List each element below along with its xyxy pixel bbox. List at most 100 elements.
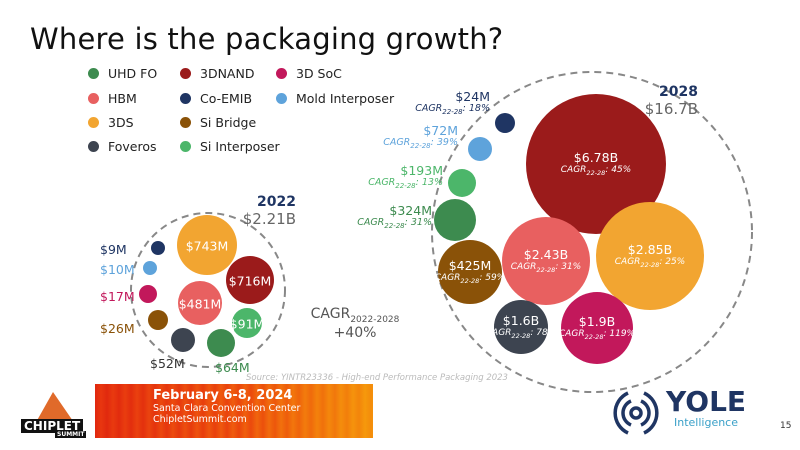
cagr-prefix: CAGR xyxy=(510,262,537,273)
event-url: ChipletSummit.com xyxy=(153,414,247,425)
cagr-period: 22-28 xyxy=(584,333,604,341)
cagr-prefix: CAGR xyxy=(560,165,587,176)
cagr-value: 13% xyxy=(421,177,443,189)
label-2022-3d-soc: $17M xyxy=(100,287,135,305)
bubble-2028-hbm xyxy=(502,217,590,305)
value-2022: $26M xyxy=(100,321,135,336)
cagr-prefix: CAGR xyxy=(383,137,411,149)
value-2028: $24M xyxy=(455,89,490,104)
bubble-2022-uhd-fo xyxy=(207,329,235,357)
slide-title: Where is the packaging growth? xyxy=(30,22,504,56)
legend-swatch xyxy=(88,93,99,104)
cagr-prefix: CAGR xyxy=(614,257,641,268)
overall-cagr: CAGR2022-2028 +40% xyxy=(310,306,400,341)
label-2028-foveros: $1.6B CAGR22-28: 78% xyxy=(485,313,557,340)
legend-label: HBM xyxy=(108,91,137,106)
legend-label: Foveros xyxy=(108,139,157,154)
value-2028: $2.85B xyxy=(627,242,673,258)
total-2022: $2.21B xyxy=(242,210,296,228)
group-2028-outline xyxy=(431,71,753,393)
cagr-period: 22-28 xyxy=(384,222,405,231)
value-2028: $72M xyxy=(423,123,458,138)
year-2028-label: 2028 xyxy=(659,84,698,100)
legend-label: 3DS xyxy=(108,115,134,130)
cagr-period: 22-28 xyxy=(460,277,480,285)
cagr-period: 22-28 xyxy=(511,332,531,340)
bubble-2022-3d-soc xyxy=(139,285,157,303)
legend-swatch xyxy=(276,68,287,79)
legend-item: Si Interposer xyxy=(180,139,280,154)
cagr-prefix: CAGR xyxy=(434,273,461,284)
yole-rings-icon xyxy=(613,391,659,435)
bubble-2022-foveros xyxy=(171,328,195,352)
label-2028-si-interposer: $193M CAGR22-28: 13% xyxy=(355,163,443,191)
legend-swatch xyxy=(88,68,99,79)
legend-label: Co-EMIB xyxy=(200,91,253,106)
label-2028-3dnand: $6.78B CAGR22-28: 45% xyxy=(560,150,632,177)
legend-swatch xyxy=(180,93,191,104)
value-2022: $64M xyxy=(215,360,250,375)
legend-item: 3DNAND xyxy=(180,66,254,81)
group-2022-outline xyxy=(130,212,286,368)
legend-swatch xyxy=(180,141,191,152)
yole-logo: YOLE Intelligence xyxy=(608,385,746,445)
cagr-prefix: CAGR xyxy=(368,177,396,189)
legend-swatch xyxy=(276,93,287,104)
label-2022-uhd-fo: $64M xyxy=(215,358,250,376)
label-2022-si-bridge: $26M xyxy=(100,319,135,337)
source-note: Source: YINTR23336 - High-end Performanc… xyxy=(246,373,508,383)
cagr-value: 119% xyxy=(609,329,636,340)
value-2028: $6.78B xyxy=(573,150,619,166)
bubble-2022-mold-interposer xyxy=(143,261,157,275)
value-2028: $324M xyxy=(389,203,432,218)
page-number: 15 xyxy=(780,421,792,431)
label-2028-hbm: $2.43B CAGR22-28: 31% xyxy=(510,247,582,274)
cagr-period: 22-28 xyxy=(410,142,431,151)
cagr-value: 18% xyxy=(468,103,490,115)
value-2022: $91M xyxy=(229,316,265,332)
yole-name: YOLE xyxy=(666,385,747,418)
label-2028-3ds: $2.85B CAGR22-28: 25% xyxy=(614,242,686,269)
legend-label: Si Bridge xyxy=(200,115,257,130)
value-2028: $425M xyxy=(448,258,492,274)
label-2022-co-emib: $9M xyxy=(100,240,127,258)
cagr-prefix: CAGR xyxy=(357,217,385,229)
cagr-prefix: CAGR xyxy=(415,103,443,115)
value-2028: $193M xyxy=(400,163,443,178)
bubble-2028-3ds xyxy=(596,202,704,310)
cagr-prefix: CAGR xyxy=(558,329,585,340)
bubble-2022-hbm xyxy=(178,281,222,325)
label-2028-si-bridge: $425M CAGR22-28: 59% xyxy=(434,258,506,285)
chiplet-summit-logo: CHIPLET SUMMIT xyxy=(15,392,95,438)
event-date: February 6-8, 2024 xyxy=(153,388,293,403)
legend-item: Si Bridge xyxy=(180,115,256,130)
cagr-value: 39% xyxy=(436,137,458,149)
label-2022-hbm: $481M xyxy=(179,293,222,312)
legend-label: 3D SoC xyxy=(296,66,342,81)
event-venue: Santa Clara Convention Center xyxy=(153,403,301,414)
event-banner: February 6-8, 2024 Santa Clara Conventio… xyxy=(95,384,373,438)
value-2028: $1.9B xyxy=(578,314,616,330)
legend-swatch xyxy=(88,141,99,152)
value-2022: $743M xyxy=(185,238,229,254)
cagr-period: 22-28 xyxy=(586,169,606,177)
cagr-period: 22-28 xyxy=(395,182,416,191)
label-2028-mold-interposer: $72M CAGR22-28: 39% xyxy=(370,123,458,151)
legend-label: Si Interposer xyxy=(200,139,280,154)
chiplet-logo-sub: SUMMIT xyxy=(55,431,87,438)
label-2022-3ds: $743M xyxy=(186,235,229,254)
cagr-value: 78% xyxy=(536,328,557,339)
value-2022: $481M xyxy=(178,296,222,312)
cagr-value: 25% xyxy=(665,257,686,268)
label-2028-uhd-fo: $324M CAGR22-28: 31% xyxy=(350,203,432,231)
overall-cagr-period: 2022-2028 xyxy=(350,314,400,325)
value-2028: $2.43B xyxy=(523,247,569,263)
total-2028: $16.7B xyxy=(644,100,698,118)
legend-swatch xyxy=(180,68,191,79)
label-2022-foveros: $52M xyxy=(150,354,185,372)
legend-item: UHD FO xyxy=(88,66,157,81)
legend-item: 3D SoC xyxy=(276,66,342,81)
label-2028-3d-soc: $1.9B CAGR22-28: 119% xyxy=(558,314,636,341)
value-2022: $52M xyxy=(150,356,185,371)
